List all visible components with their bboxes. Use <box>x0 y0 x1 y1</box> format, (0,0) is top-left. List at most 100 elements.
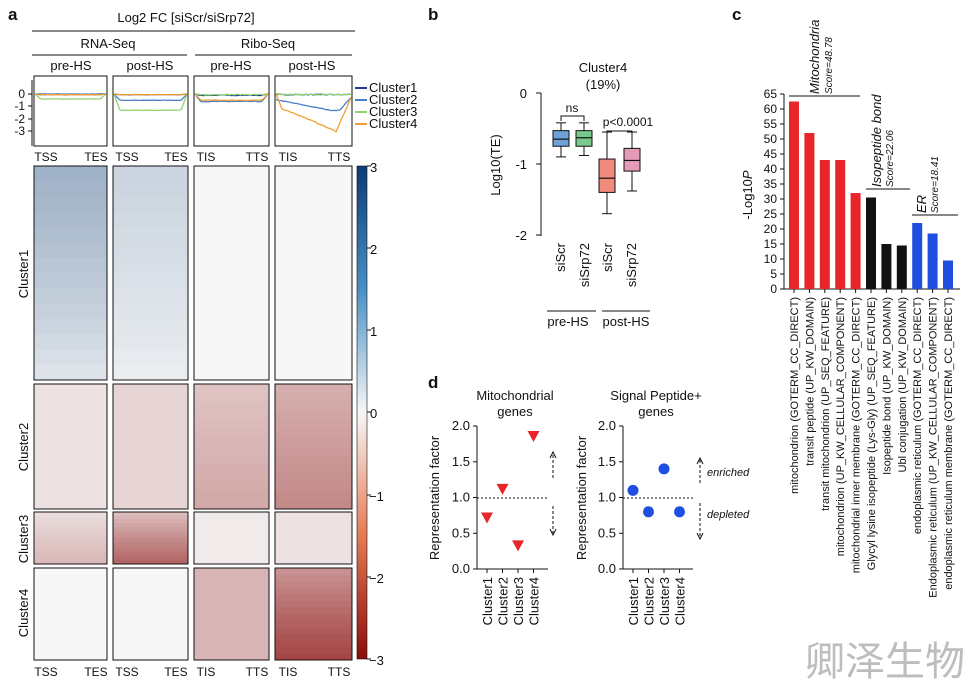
heatmap-cell-c2-col2-12 <box>113 491 188 501</box>
heatmap-cell-c3-col1-3 <box>34 523 107 528</box>
heatmap-cell-c4-col4-1 <box>275 574 352 582</box>
watermark: 卿泽生物 <box>805 640 965 684</box>
ns-label: ns <box>566 101 579 115</box>
panel-d: d Mitochondrial genes Representation fac… <box>427 373 750 625</box>
d-right-xlabel-0: Cluster1 <box>626 577 641 625</box>
heatmap-cell-c4-col1-3 <box>34 587 107 595</box>
heatmap-cell-c2-col1-11 <box>34 482 107 492</box>
d-right-marker-1 <box>643 506 654 518</box>
sub-label-ribo-post: post-HS <box>289 58 336 73</box>
heatmap-cell-c2-col2-11 <box>113 482 188 492</box>
heatmap-cell-c2-col2-1 <box>113 392 188 403</box>
heatmap-cell-c4-col2-11 <box>113 640 188 648</box>
heatmap-cell-c4-col4-11 <box>275 640 352 648</box>
heatmap-cell-c4-col2-13 <box>113 653 188 661</box>
heatmap-cell-c2-col4-9 <box>275 464 352 474</box>
heatmap-cell-c4-col2-1 <box>113 574 188 582</box>
heatmap-cell-c3-col3-10 <box>194 549 269 554</box>
cluster-label-2: Cluster2 <box>16 423 31 471</box>
heatmap-cell-c1-col1-13 <box>34 364 107 381</box>
panel-c-bar-8 <box>912 223 923 289</box>
heatmap-block-c2-col1 <box>33 383 108 510</box>
heatmap-cell-c3-col3-12 <box>194 556 269 561</box>
panel-d-right-title-1: Signal Peptide+ <box>610 388 701 403</box>
heatmap-cell-c1-col4-9 <box>275 303 352 320</box>
d-right-ytick-label-1: 0.5 <box>598 525 616 540</box>
d-right-xlabel-3: Cluster4 <box>673 577 688 625</box>
panel-c-ytick-label-10: 50 <box>764 132 778 146</box>
bottom-xlabel-2a: TSS <box>115 665 138 679</box>
heatmap-cell-c3-col2-8 <box>113 541 188 546</box>
bottom-xlabel-1a: TSS <box>34 665 57 679</box>
heatmap-cell-c4-col3-10 <box>194 633 269 641</box>
group-label-rnaseq: RNA-Seq <box>81 36 136 51</box>
heatmap-cell-c1-col2-2 <box>113 196 188 213</box>
heatmap-cell-c3-col2-2 <box>113 519 188 524</box>
cluster-label-1: Cluster1 <box>16 250 31 298</box>
heatmap-cell-c2-col4-8 <box>275 455 352 465</box>
colorbar-tick-label-4: −1 <box>369 489 384 504</box>
heatmap-cell-c3-col3-5 <box>194 530 269 535</box>
panel-b-xtick-2: siScr <box>600 242 615 272</box>
bottom-xlabel-4a: TIS <box>279 665 298 679</box>
heatmap-cell-c4-col4-9 <box>275 627 352 635</box>
heatmap-cell-c2-col2-7 <box>113 446 188 456</box>
heatmap-cell-c3-col1-6 <box>34 534 107 539</box>
heatmap-cell-c1-col3-11 <box>194 334 269 350</box>
heatmap-cell-c1-col3-9 <box>194 303 269 320</box>
panel-c-bar-1 <box>804 133 815 289</box>
heatmap-cell-c2-col1-0 <box>34 384 107 394</box>
heatmap-cell-c2-col4-7 <box>275 446 352 456</box>
panel-c-ytick-label-5: 25 <box>764 207 778 221</box>
heatmap-cell-c2-col1-1 <box>34 392 107 403</box>
panel-d-letter: d <box>428 373 438 392</box>
panel-c-ytick-label-7: 35 <box>764 177 778 191</box>
panel-c-ytick-label-8: 40 <box>764 162 778 176</box>
heatmap-cell-c3-col1-5 <box>34 530 107 535</box>
legend-label-cluster4: Cluster4 <box>369 116 417 131</box>
profile-line-cluster3-3 <box>275 93 351 96</box>
panel-a: a Log2 FC [siScr/siSrp72] RNA-Seq Ribo-S… <box>8 5 417 679</box>
heatmap-cell-c3-col4-8 <box>275 541 352 546</box>
heatmap-cell-c1-col3-12 <box>194 349 269 366</box>
heatmap-block-c1-col2 <box>112 165 189 381</box>
panel-c-ytick-label-4: 20 <box>764 222 778 236</box>
d-right-ytick-label-0: 0.0 <box>598 561 616 576</box>
profile-xlabel-3b: TTS <box>246 150 269 164</box>
panel-b-subtitle: (19%) <box>586 77 621 92</box>
heatmap-cell-c1-col2-5 <box>113 242 188 259</box>
heatmap-cell-c2-col1-13 <box>34 500 107 510</box>
heatmap-cell-c1-col4-11 <box>275 334 352 350</box>
heatmap-cell-c3-col4-10 <box>275 549 352 554</box>
heatmap-cell-c4-col1-11 <box>34 640 107 648</box>
sub-label-rna-post: post-HS <box>127 58 174 73</box>
d-left-marker-0 <box>481 512 493 524</box>
profile-line-cluster4-1 <box>113 93 188 96</box>
heatmap-cell-c3-col3-2 <box>194 519 269 524</box>
heatmap-cell-c4-col4-3 <box>275 587 352 595</box>
heatmap-cell-c3-col3-7 <box>194 538 269 543</box>
heatmap-cell-c2-col1-9 <box>34 464 107 474</box>
boxplots <box>552 122 641 215</box>
profile-ytick-label-3: -3 <box>14 124 25 138</box>
profile-line-cluster2-2 <box>194 93 269 103</box>
heatmap-cell-c4-col4-6 <box>275 607 352 615</box>
panel-c-ylabel-prefix: -Log10 <box>740 179 755 219</box>
heatmap-cell-c2-col2-9 <box>113 464 188 474</box>
group-label-riboseq: Ribo-Seq <box>241 36 295 51</box>
heatmap-cell-c1-col1-1 <box>34 181 107 198</box>
heatmap-cell-c3-col4-3 <box>275 523 352 528</box>
panel-c-bar-9 <box>927 233 938 289</box>
heatmap-cell-c3-col1-10 <box>34 549 107 554</box>
heatmap-cell-c1-col4-10 <box>275 318 352 335</box>
colorbar-tick-label-3: 0 <box>370 406 377 421</box>
heatmap-cell-c1-col2-8 <box>113 288 188 305</box>
heatmap-cell-c2-col4-13 <box>275 500 352 510</box>
heatmap-cell-c1-col2-10 <box>113 318 188 335</box>
panel-b-xtick-1: siSrp72 <box>577 243 592 287</box>
heatmap-cell-c3-col1-8 <box>34 541 107 546</box>
panel-b-title: Cluster4 <box>579 60 627 75</box>
heatmap-cell-c2-col3-9 <box>194 464 269 474</box>
heatmap-cell-c4-col1-9 <box>34 627 107 635</box>
